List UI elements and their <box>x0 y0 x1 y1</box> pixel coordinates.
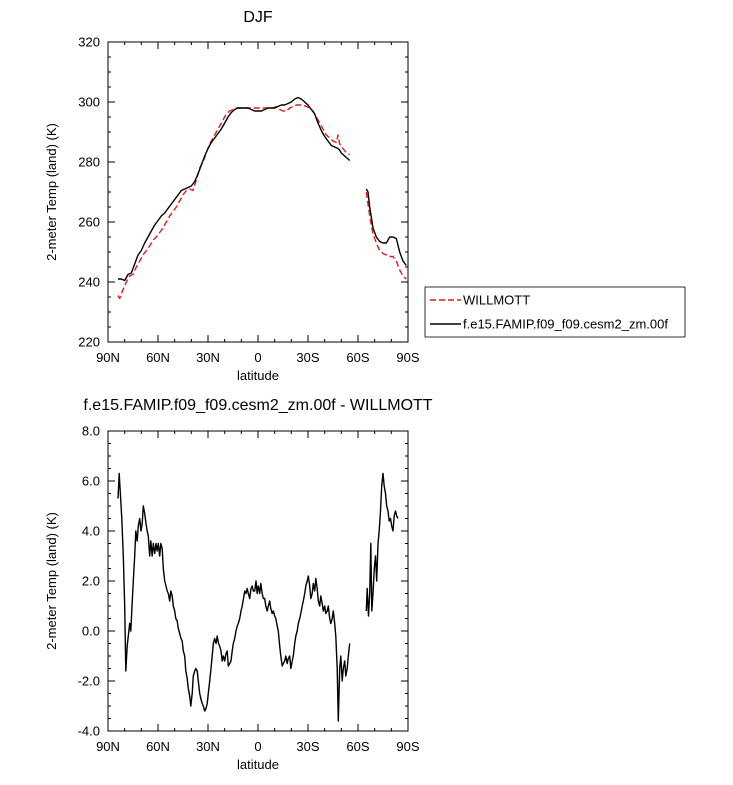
series-line-1-segment-0 <box>118 96 351 282</box>
x-tick-label: 90S <box>396 350 419 365</box>
x-tick-label: 0 <box>254 350 261 365</box>
x-tick-label: 30N <box>196 350 220 365</box>
y-tick-label: 4.0 <box>82 524 100 539</box>
legend-box <box>424 286 686 338</box>
series-line-0-segment-0 <box>117 104 350 300</box>
series-line-0-segment-1 <box>365 472 399 617</box>
chart-title: f.e15.FAMIP.f09_f09.cesm2_zm.00f - WILLM… <box>83 397 432 414</box>
y-tick-label: 260 <box>78 215 100 230</box>
legend-entry: f.e15.FAMIP.f09_f09.cesm2_zm.00f <box>463 317 668 332</box>
x-tick-label: 0 <box>254 739 261 754</box>
series-line-0-segment-0 <box>117 472 351 722</box>
y-axis-label: 2-meter Temp (land) (K) <box>44 123 59 261</box>
x-tick-label: 90N <box>96 739 120 754</box>
y-tick-label: 300 <box>78 95 100 110</box>
y-tick-label: 8.0 <box>82 424 100 439</box>
y-tick-label: 280 <box>78 155 100 170</box>
y-tick-label: 6.0 <box>82 474 100 489</box>
series-line-0-segment-1 <box>365 191 407 280</box>
panel-difference: f.e15.FAMIP.f09_f09.cesm2_zm.00f - WILLM… <box>44 397 433 772</box>
y-tick-label: -2.0 <box>78 674 100 689</box>
x-tick-label: 90N <box>96 350 120 365</box>
y-tick-label: -4.0 <box>78 724 100 739</box>
y-tick-label: 2.0 <box>82 574 100 589</box>
legend-entry: WILLMOTT <box>463 293 530 308</box>
x-tick-label: 90S <box>396 739 419 754</box>
y-tick-label: 320 <box>78 35 100 50</box>
plot-frame <box>107 41 409 343</box>
y-tick-label: 0.0 <box>82 624 100 639</box>
x-tick-label: 60S <box>346 350 369 365</box>
chart-title: DJF <box>243 9 273 26</box>
x-tick-label: 30S <box>296 350 319 365</box>
x-axis-label: latitude <box>237 368 279 383</box>
y-axis-label: 2-meter Temp (land) (K) <box>44 512 59 650</box>
x-tick-label: 60N <box>146 350 170 365</box>
panel-djf: DJF 90N 60N 30N 0 30S 60S 90S 220 240 260 280 300 320… <box>44 9 686 383</box>
x-tick-label: 60N <box>146 739 170 754</box>
x-axis-label: latitude <box>237 757 279 772</box>
y-tick-label: 220 <box>78 335 100 350</box>
x-tick-label: 30S <box>296 739 319 754</box>
x-tick-label: 60S <box>346 739 369 754</box>
y-tick-label: 240 <box>78 275 100 290</box>
x-tick-label: 30N <box>196 739 220 754</box>
plot-frame <box>107 430 409 732</box>
series-line-1-segment-1 <box>365 188 407 266</box>
